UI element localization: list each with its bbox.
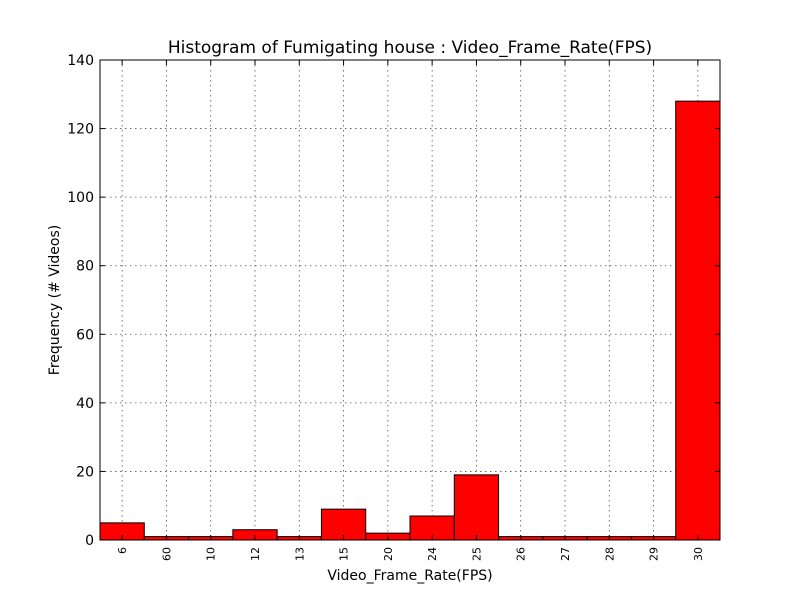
x-tick-label: 30 xyxy=(692,547,705,561)
axis-ticks: 0 20 40 60 80 100 120 140 6 60 10 12 13 15 20 24 25 26 27 2… xyxy=(67,53,720,561)
x-tick-label: 10 xyxy=(205,547,218,561)
y-tick-label: 40 xyxy=(76,396,94,412)
y-tick-label: 20 xyxy=(76,464,94,480)
x-tick-label: 28 xyxy=(603,547,616,561)
y-axis-label: Frequency (# Videos) xyxy=(47,225,63,375)
chart-title: Histogram of Fumigating house : Video_Fr… xyxy=(168,38,652,58)
x-tick-label: 25 xyxy=(470,547,483,561)
x-axis-label: Video_Frame_Rate(FPS) xyxy=(327,568,492,584)
bars xyxy=(99,100,721,541)
x-tick-label: 24 xyxy=(426,547,439,561)
bar-30 xyxy=(675,100,721,541)
y-tick-label: 100 xyxy=(67,190,94,206)
grid-lines xyxy=(100,59,720,541)
bar-25 xyxy=(453,474,500,541)
x-tick-label: 29 xyxy=(648,547,661,561)
x-tick-label: 15 xyxy=(338,547,351,561)
y-tick-label: 60 xyxy=(76,327,94,343)
x-tick-label: 60 xyxy=(160,547,173,561)
x-tick-label: 6 xyxy=(116,547,129,554)
x-tick-label: 20 xyxy=(382,547,395,561)
x-tick-label: 12 xyxy=(249,547,262,561)
x-tick-label: 13 xyxy=(293,547,306,561)
y-tick-label: 0 xyxy=(85,533,94,549)
plot-frame xyxy=(99,59,721,541)
x-tick-label: 27 xyxy=(559,547,572,561)
x-tick-label: 26 xyxy=(515,547,528,561)
y-tick-label: 140 xyxy=(67,53,94,69)
y-tick-label: 80 xyxy=(76,259,94,275)
y-tick-label: 120 xyxy=(67,122,94,138)
